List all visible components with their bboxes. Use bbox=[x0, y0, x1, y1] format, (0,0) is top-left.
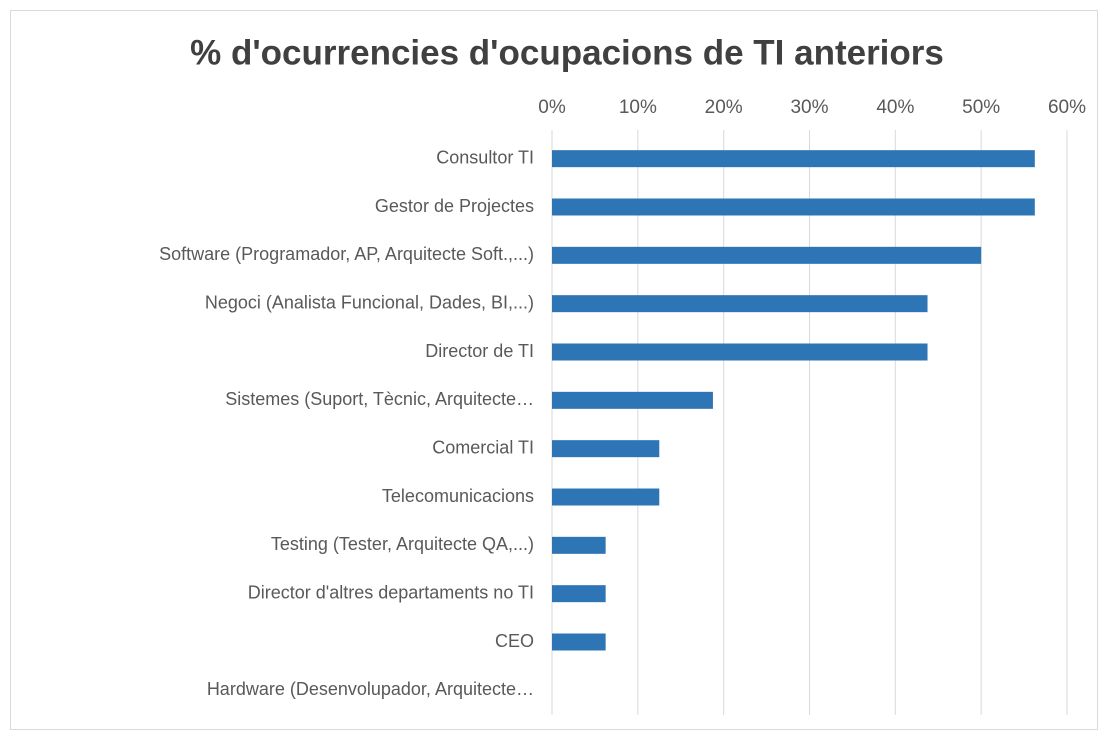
y-tick-label: Testing (Tester, Arquitecte QA,...) bbox=[271, 534, 534, 554]
x-tick-label: 30% bbox=[790, 97, 828, 118]
bar bbox=[552, 536, 606, 554]
chart-title: % d'ocurrencies d'ocupacions de TI anter… bbox=[190, 33, 944, 72]
bar bbox=[552, 440, 660, 458]
bar bbox=[552, 198, 1035, 216]
y-tick-label: Consultor TI bbox=[436, 147, 534, 167]
bar bbox=[552, 585, 606, 603]
x-tick-label: 50% bbox=[962, 97, 1000, 118]
x-tick-label: 20% bbox=[705, 97, 743, 118]
x-tick-label: 40% bbox=[876, 97, 914, 118]
y-tick-label: Gestor de Projectes bbox=[375, 196, 534, 216]
y-tick-label: Negoci (Analista Funcional, Dades, BI,..… bbox=[205, 292, 534, 312]
chart-frame bbox=[10, 10, 1098, 730]
y-tick-label: Director d'altres departaments no TI bbox=[248, 582, 534, 602]
y-tick-label: Hardware (Desenvolupador, Arquitecte… bbox=[207, 679, 534, 699]
y-tick-label: Comercial TI bbox=[432, 437, 534, 457]
y-tick-label: CEO bbox=[495, 631, 534, 651]
y-tick-label: Director de TI bbox=[425, 341, 534, 361]
bar bbox=[552, 246, 982, 264]
bar bbox=[552, 391, 713, 409]
bar bbox=[552, 633, 606, 651]
y-tick-label: Telecomunicacions bbox=[382, 486, 534, 506]
y-tick-label: Software (Programador, AP, Arquitecte So… bbox=[159, 244, 534, 264]
bar bbox=[552, 150, 1035, 168]
bar bbox=[552, 295, 928, 313]
y-tick-label: Sistemes (Suport, Tècnic, Arquitecte… bbox=[225, 389, 534, 409]
x-tick-label: 0% bbox=[538, 97, 566, 118]
x-tick-label: 60% bbox=[1048, 97, 1086, 118]
bar bbox=[552, 488, 660, 506]
x-tick-label: 10% bbox=[619, 97, 657, 118]
bar bbox=[552, 343, 928, 361]
